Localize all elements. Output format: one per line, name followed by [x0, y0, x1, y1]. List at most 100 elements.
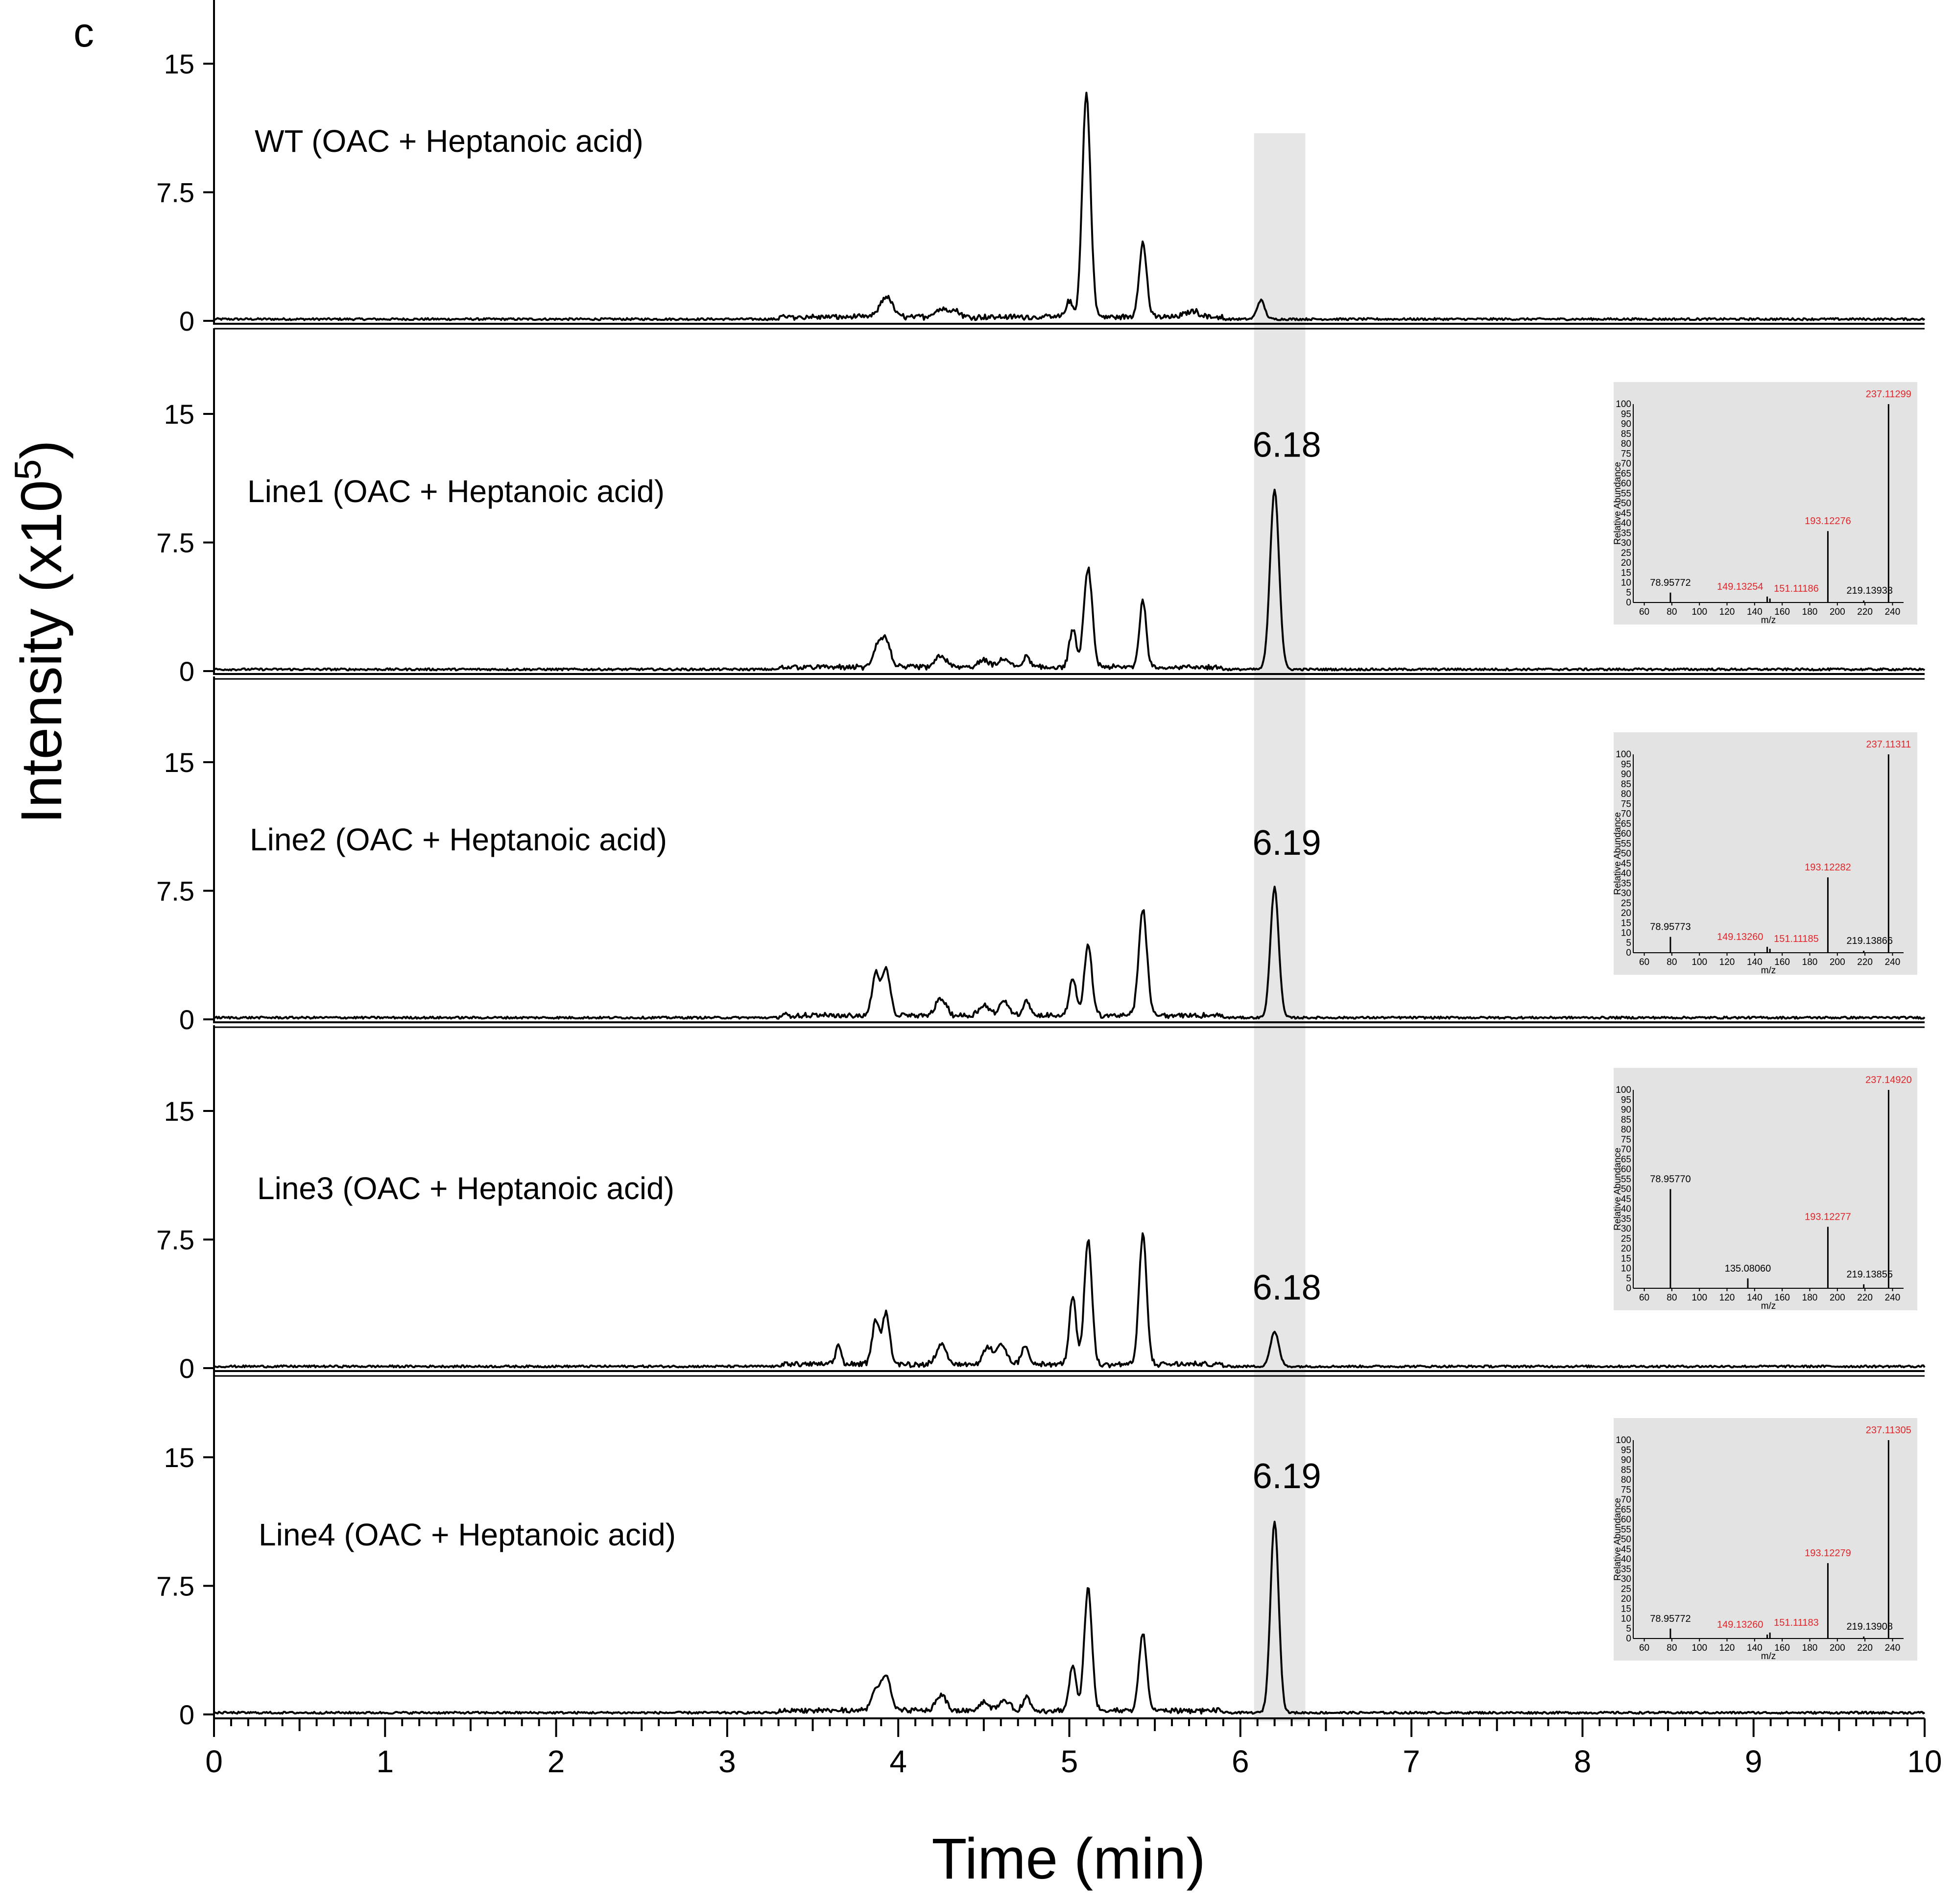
- sample-label: Line3 (OAC + Heptanoic acid): [257, 1171, 674, 1206]
- ms-inset-background: [1614, 732, 1917, 975]
- chromatogram-panel: 0 7.5 15 Line1 (OAC + Heptanoic acid) 6.18 60…: [156, 328, 1926, 687]
- ms-y-tick-label: 10: [1621, 578, 1631, 588]
- y-tick-label: 0: [179, 306, 194, 337]
- ms-y-tick-label: 50: [1621, 1184, 1631, 1195]
- ms-x-tick-label: 100: [1692, 1293, 1707, 1303]
- ms-x-tick-label: 220: [1857, 607, 1873, 617]
- ms-y-tick-label: 90: [1621, 419, 1631, 430]
- ms-y-tick-label: 50: [1621, 499, 1631, 509]
- ms-y-axis-title: Relative Abundance: [1613, 812, 1623, 895]
- ms-y-tick-label: 100: [1616, 749, 1631, 760]
- ms-y-tick-label: 80: [1621, 1125, 1631, 1135]
- x-tick-label: 1: [377, 1744, 394, 1779]
- sample-label: WT (OAC + Heptanoic acid): [255, 123, 643, 159]
- ms-y-tick-label: 35: [1621, 1564, 1631, 1574]
- ms-y-tick-label: 20: [1621, 558, 1631, 568]
- ms-y-tick-label: 35: [1621, 878, 1631, 889]
- ms-x-tick-label: 160: [1774, 957, 1790, 967]
- ms-inset-background: [1614, 1418, 1917, 1661]
- ms-y-tick-label: 100: [1616, 399, 1631, 410]
- ms-y-tick-label: 75: [1621, 1485, 1631, 1495]
- ms-y-tick-label: 5: [1626, 1624, 1631, 1634]
- ms-y-tick-label: 0: [1626, 1634, 1631, 1644]
- chromatogram-panel: 0 7.5 15 Line3 (OAC + Heptanoic acid) 6.18 60…: [156, 1025, 1926, 1384]
- chromatogram-trace: [213, 488, 1926, 672]
- ms-y-tick-label: 0: [1626, 948, 1631, 958]
- x-tick-label: 3: [718, 1744, 736, 1779]
- y-tick-label: 0: [179, 656, 194, 687]
- ms-x-tick-label: 240: [1885, 1643, 1901, 1653]
- ms-y-tick-label: 95: [1621, 1095, 1631, 1105]
- ms-y-tick-label: 20: [1621, 908, 1631, 918]
- ms-x-tick-label: 160: [1774, 1643, 1790, 1653]
- ms-x-tick-label: 60: [1639, 1643, 1649, 1653]
- chromatogram-trace: [213, 1232, 1926, 1369]
- ms-x-tick-label: 100: [1692, 957, 1707, 967]
- ms-y-tick-label: 85: [1621, 1115, 1631, 1125]
- ms-y-tick-label: 30: [1621, 1574, 1631, 1585]
- y-tick-label: 15: [164, 1096, 194, 1127]
- chromatogram-trace: [213, 92, 1926, 321]
- ms-y-tick-label: 50: [1621, 1535, 1631, 1545]
- ms-x-tick-label: 80: [1667, 957, 1677, 967]
- ms-peak-label: 151.11186: [1774, 583, 1819, 594]
- ms-y-tick-label: 5: [1626, 938, 1631, 948]
- ms-y-tick-label: 70: [1621, 1495, 1631, 1505]
- ms-x-tick-label: 100: [1692, 1643, 1707, 1653]
- ms-peak-label: 78.95772: [1650, 1614, 1691, 1624]
- ms-y-tick-label: 60: [1621, 829, 1631, 839]
- ms-y-tick-label: 30: [1621, 889, 1631, 899]
- ms-x-tick-label: 120: [1719, 957, 1735, 967]
- ms-y-tick-label: 90: [1621, 770, 1631, 780]
- ms-x-tick-label: 140: [1747, 1293, 1763, 1303]
- ms-x-tick-label: 240: [1885, 1293, 1901, 1303]
- peak-label: 6.19: [1253, 1457, 1321, 1496]
- x-tick-label: 4: [889, 1744, 907, 1779]
- ms-y-tick-label: 55: [1621, 1524, 1631, 1535]
- chromatogram-trace: [213, 1520, 1926, 1715]
- x-tick-label: 8: [1574, 1744, 1592, 1779]
- ms-y-tick-label: 40: [1621, 518, 1631, 529]
- ms-y-tick-label: 15: [1621, 1253, 1631, 1264]
- y-tick-label: 15: [164, 1442, 194, 1473]
- ms-x-tick-label: 80: [1667, 1643, 1677, 1653]
- ms-y-tick-label: 15: [1621, 918, 1631, 928]
- ms-x-tick-label: 200: [1830, 957, 1845, 967]
- ms-x-tick-label: 180: [1802, 607, 1818, 617]
- ms-y-tick-label: 40: [1621, 1554, 1631, 1565]
- ms-x-tick-label: 140: [1747, 1643, 1763, 1653]
- ms-y-tick-label: 95: [1621, 409, 1631, 419]
- ms-x-tick-label: 220: [1857, 1643, 1873, 1653]
- ms-x-axis-title: m/z: [1761, 1301, 1776, 1311]
- ms-y-tick-label: 80: [1621, 1475, 1631, 1485]
- ms-y-tick-label: 65: [1621, 819, 1631, 829]
- y-tick-label: 7.5: [156, 528, 194, 558]
- ms-x-tick-label: 200: [1830, 1293, 1845, 1303]
- ms-y-tick-label: 65: [1621, 1155, 1631, 1165]
- ms-peak-label: 193.12276: [1805, 516, 1851, 527]
- ms-x-tick-label: 240: [1885, 607, 1901, 617]
- ms-x-tick-label: 140: [1747, 957, 1763, 967]
- ms-y-tick-label: 25: [1621, 1234, 1631, 1244]
- ms-peak-label: 149.13260: [1717, 1619, 1763, 1630]
- ms-inset: 60 80 100 120 140 160 180 200 220 240 051015202530…: [1613, 1418, 1917, 1662]
- peak-label: 6.18: [1253, 426, 1321, 465]
- ms-y-tick-label: 95: [1621, 1445, 1631, 1455]
- y-tick-label: 7.5: [156, 1571, 194, 1602]
- y-tick-label: 15: [164, 747, 194, 778]
- ms-y-tick-label: 90: [1621, 1105, 1631, 1115]
- chromatogram-panels: 0 7.5 15 WT (OAC + Heptanoic acid) 0 7.5 15 Lin…: [156, 0, 1926, 1730]
- ms-x-tick-label: 180: [1802, 1293, 1818, 1303]
- ms-peak-label: 78.95772: [1650, 578, 1691, 588]
- ms-y-tick-label: 70: [1621, 809, 1631, 819]
- ms-y-tick-label: 55: [1621, 1174, 1631, 1184]
- ms-y-tick-label: 90: [1621, 1455, 1631, 1466]
- ms-x-tick-label: 200: [1830, 607, 1845, 617]
- ms-y-tick-label: 55: [1621, 839, 1631, 849]
- ms-peak-label: 149.13260: [1717, 932, 1763, 942]
- ms-x-tick-label: 240: [1885, 957, 1901, 967]
- ms-y-tick-label: 10: [1621, 1264, 1631, 1274]
- x-axis: 0 1 2 3 4 5 6 7 8 9 10: [205, 1717, 1942, 1779]
- chromatogram-panel: 0 7.5 15 Line2 (OAC + Heptanoic acid) 6.19 60…: [156, 676, 1926, 1035]
